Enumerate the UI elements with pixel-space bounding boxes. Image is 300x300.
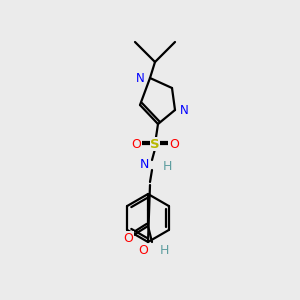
Text: O: O xyxy=(131,137,141,151)
Text: H: H xyxy=(160,244,169,257)
Text: O: O xyxy=(169,137,179,151)
Text: N: N xyxy=(136,71,145,85)
Text: O: O xyxy=(138,244,148,257)
Text: H: H xyxy=(163,160,172,172)
Text: N: N xyxy=(140,158,149,172)
Text: O: O xyxy=(123,232,133,244)
Text: N: N xyxy=(180,103,189,116)
Text: S: S xyxy=(150,137,160,151)
